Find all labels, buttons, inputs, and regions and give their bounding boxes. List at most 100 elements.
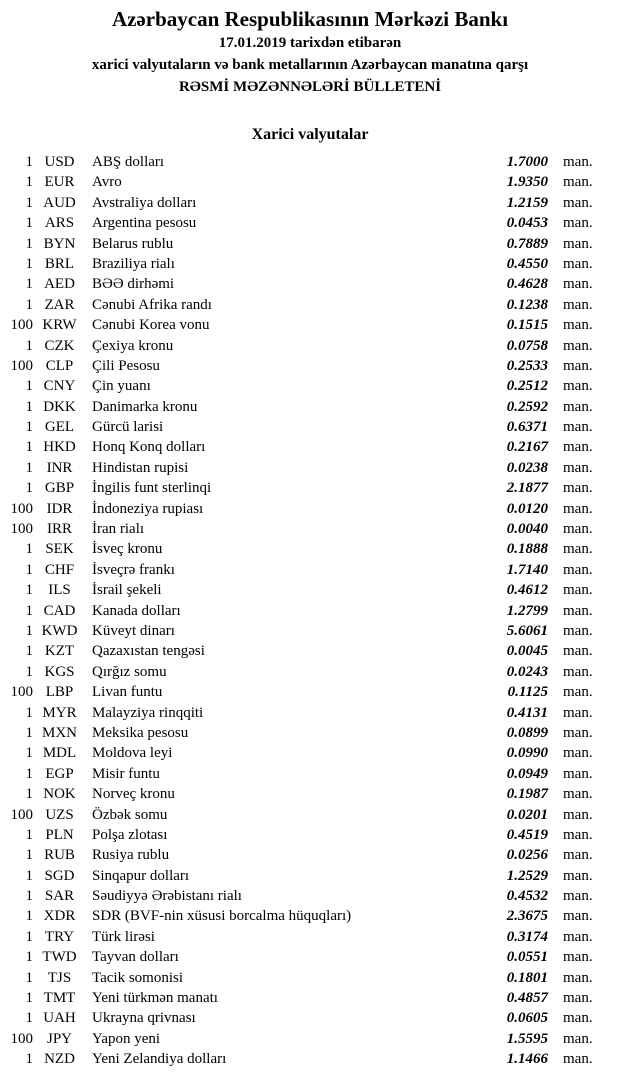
rate-row: 100 IDR İndoneziya rupiası 0.0120 man.	[0, 499, 620, 519]
rate-quantity: 1	[25, 969, 34, 986]
rate-row: 1 EGP Misir funtu 0.0949 man.	[0, 764, 620, 784]
rate-quantity: 1	[25, 786, 34, 803]
rate-row: 1 DKK Danimarka kronu 0.2592 man.	[0, 397, 620, 417]
currency-code: GEL	[44, 419, 75, 436]
rate-value: 0.0990	[506, 745, 548, 762]
currency-code: BRL	[44, 255, 75, 272]
rate-quantity: 1	[25, 622, 34, 639]
rate-value: 0.4628	[506, 276, 548, 293]
rate-unit: man.	[563, 806, 593, 823]
rate-row: 1 GBP İngilis funt sterlinqi 2.1877 man.	[0, 478, 620, 498]
rate-row: 1 SEK İsveç kronu 0.1888 man.	[0, 539, 620, 559]
rate-value: 0.7889	[506, 235, 548, 252]
currency-name: Özbək somu	[92, 806, 168, 823]
currency-code: BYN	[43, 235, 76, 252]
rate-unit: man.	[563, 908, 593, 925]
rate-unit: man.	[563, 1010, 593, 1027]
currency-code: MXN	[41, 724, 77, 741]
rate-quantity: 1	[25, 745, 34, 762]
currency-code: CZK	[44, 337, 75, 354]
currency-code: CHF	[44, 561, 75, 578]
rate-row: 1 USD ABŞ dolları 1.7000 man.	[0, 152, 620, 172]
rate-quantity: 1	[25, 378, 34, 395]
currency-code: DKK	[43, 398, 76, 415]
rate-row: 100 LBP Livan funtu 0.1125 man.	[0, 682, 620, 702]
currency-name: İsrail şekeli	[92, 582, 162, 599]
rate-unit: man.	[563, 1051, 593, 1068]
currency-name: ABŞ dolları	[92, 154, 165, 170]
rate-value: 0.1987	[506, 786, 548, 803]
rate-value: 0.0045	[506, 643, 548, 660]
rate-row: 1 MDL Moldova leyi 0.0990 man.	[0, 743, 620, 763]
rate-unit: man.	[563, 378, 593, 395]
currency-code: PLN	[45, 826, 74, 843]
rate-row: 1 GEL Gürcü larisi 0.6371 man.	[0, 417, 620, 437]
rate-value: 0.1125	[507, 684, 548, 701]
rate-unit: man.	[563, 663, 593, 680]
currency-code: XDR	[43, 908, 76, 925]
rate-value: 2.1877	[506, 480, 548, 497]
currency-code: TRY	[44, 928, 75, 945]
rate-value: 1.2529	[506, 867, 548, 884]
rate-quantity: 1	[25, 663, 34, 680]
rate-quantity: 1	[25, 215, 34, 232]
rate-row: 100 IRR İran rialı 0.0040 man.	[0, 519, 620, 539]
effective-date-line: 17.01.2019 tarixdən etibarən	[218, 35, 402, 51]
rate-row: 1 RUB Rusiya rublu 0.0256 man.	[0, 845, 620, 865]
rate-unit: man.	[563, 398, 593, 415]
rate-quantity: 100	[10, 806, 34, 823]
currency-name: Çin yuanı	[92, 378, 151, 395]
rate-row: 100 UZS Özbək somu 0.0201 man.	[0, 805, 620, 825]
rate-quantity: 1	[25, 643, 34, 660]
rate-unit: man.	[563, 724, 593, 741]
rate-row: 1 TWD Tayvan dolları 0.0551 man.	[0, 947, 620, 967]
rate-row: 1 TJS Tacik somonisi 0.1801 man.	[0, 968, 620, 988]
rate-row: 1 TRY Türk lirəsi 0.3174 man.	[0, 927, 620, 947]
currency-name: Sinqapur dolları	[92, 867, 190, 884]
rate-quantity: 1	[25, 847, 34, 864]
currency-name: Yeni türkmən manatı	[92, 990, 218, 1007]
rate-value: 0.0551	[506, 949, 548, 966]
currency-code: USD	[44, 154, 75, 170]
rate-row: 1 KGS Qırğız somu 0.0243 man.	[0, 662, 620, 682]
currency-name: Misir funtu	[92, 765, 160, 782]
currency-name: Qırğız somu	[92, 663, 167, 680]
currency-name: İsveçrə frankı	[92, 561, 175, 578]
currency-code: UZS	[45, 806, 74, 823]
rate-row: 1 ZAR Cənubi Afrika randı 0.1238 man.	[0, 295, 620, 315]
rate-value: 0.0040	[506, 521, 548, 538]
currency-code: CNY	[43, 378, 76, 395]
rate-unit: man.	[563, 521, 593, 538]
rate-unit: man.	[563, 154, 593, 170]
rate-quantity: 1	[25, 419, 34, 436]
currency-name: Danimarka kronu	[92, 398, 198, 415]
rate-value: 0.0120	[506, 500, 548, 517]
rate-unit: man.	[563, 215, 593, 232]
rate-row: 1 SAR Səudiyyə Ərəbistanı rialı 0.4532 m…	[0, 886, 620, 906]
rate-value: 1.9350	[506, 174, 548, 191]
rate-row: 1 AED BƏƏ dirhəmi 0.4628 man.	[0, 274, 620, 294]
rate-row: 1 CZK Çexiya kronu 0.0758 man.	[0, 336, 620, 356]
rate-value: 0.1888	[506, 541, 548, 558]
rate-row: 1 BRL Braziliya rialı 0.4550 man.	[0, 254, 620, 274]
rate-unit: man.	[563, 561, 593, 578]
rate-quantity: 1	[25, 908, 34, 925]
currency-code: TWD	[42, 949, 77, 966]
bank-title: Azərbaycan Respublikasının Mərkəzi Bankı	[111, 7, 509, 31]
currency-name: Türk lirəsi	[92, 928, 155, 945]
rate-value: 0.4519	[506, 826, 548, 843]
rate-value: 1.2799	[506, 602, 548, 619]
rate-quantity: 1	[25, 867, 34, 884]
rate-value: 1.5595	[506, 1030, 548, 1047]
rate-value: 0.6371	[506, 419, 548, 436]
rate-quantity: 100	[10, 317, 34, 334]
currency-code: JPY	[46, 1030, 72, 1047]
rate-unit: man.	[563, 745, 593, 762]
rate-unit: man.	[563, 439, 593, 456]
rate-quantity: 1	[25, 398, 34, 415]
currency-name: Kanada dolları	[92, 602, 181, 619]
rate-value: 0.0758	[506, 337, 548, 354]
currency-name: Argentina pesosu	[92, 215, 197, 232]
currency-name: Tayvan dolları	[92, 949, 179, 966]
